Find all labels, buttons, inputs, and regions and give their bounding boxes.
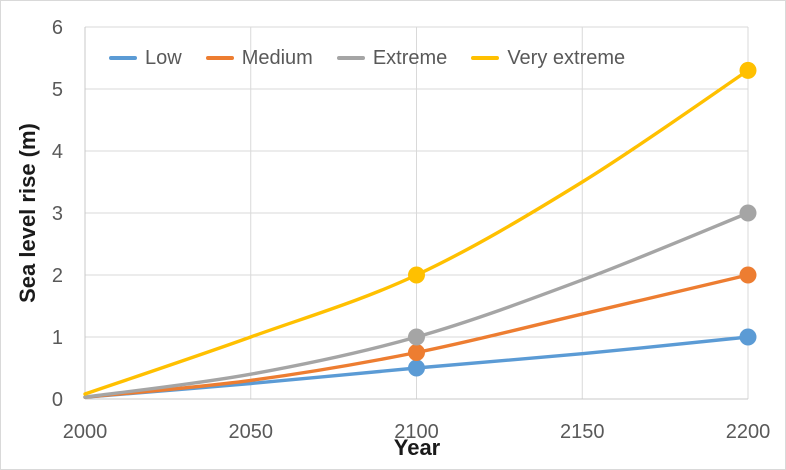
x-tick-label: 2100 [394,421,439,443]
y-tick-label: 5 [52,79,63,101]
legend-label-extreme: Extreme [372,46,448,69]
legend-swatch-medium [205,56,234,60]
series-marker-very-extreme [408,266,425,284]
x-tick-label: 2000 [63,421,108,443]
x-tick-label: 2150 [560,421,605,443]
y-tick-label: 2 [52,265,63,287]
legend-swatch-low [109,56,137,60]
legend-swatch-extreme [336,56,365,60]
series-marker-very-extreme [739,61,757,79]
x-tick-label: 2050 [229,421,274,443]
series-marker-low [408,359,425,377]
y-tick-label: 4 [52,141,63,163]
legend-label-low: Low [145,46,182,69]
series-marker-low [739,328,757,346]
legend-item-extreme: Extreme [336,46,448,70]
legend-label-very-extreme: Very extreme [507,46,626,69]
legend-item-low: Low [109,47,182,70]
series-marker-extreme [408,328,425,346]
y-axis-title: Sea level rise (m) [15,123,40,303]
y-tick-label: 3 [52,203,63,225]
y-tick-label: 6 [52,17,63,39]
x-axis-title: Year [393,435,441,460]
legend-swatch-very-extreme [471,56,500,60]
legend: Low Medium Extreme Very extreme [109,43,625,73]
y-tick-label: 0 [52,389,63,411]
series-marker-medium [739,266,757,284]
y-tick-label: 1 [52,327,63,349]
legend-label-medium: Medium [241,46,313,69]
series-marker-medium [408,344,425,361]
series-marker-extreme [739,204,757,222]
x-tick-label: 2200 [726,421,771,443]
legend-item-very-extreme: Very extreme [471,47,625,70]
legend-item-medium: Medium [205,46,313,70]
